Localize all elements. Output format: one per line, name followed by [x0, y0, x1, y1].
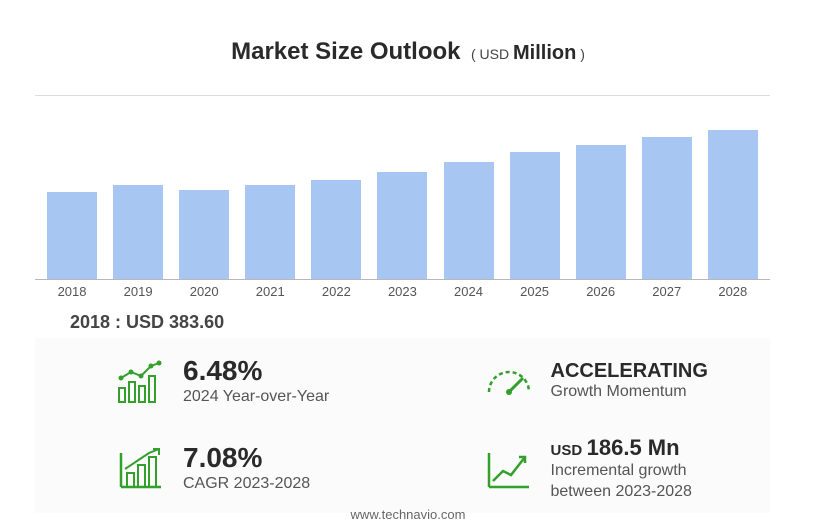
chart-x-label: 2027: [642, 284, 692, 299]
chart-bar: [311, 180, 361, 280]
chart-title-units: ( USD Million ): [471, 46, 585, 62]
title-million: Million: [513, 42, 576, 64]
metric-momentum-text: ACCELERATING Growth Momentum: [551, 360, 708, 403]
chart-x-label: 2025: [510, 284, 560, 299]
chart-x-label: 2024: [444, 284, 494, 299]
cagr-sub: CAGR 2023-2028: [183, 474, 310, 495]
incremental-value-row: USD 186.5 Mn: [551, 435, 692, 461]
baseline-value-text: 2018 : USD 383.60: [70, 312, 224, 333]
cagr-chart-icon: [115, 444, 165, 494]
chart-x-label: 2021: [245, 284, 295, 299]
chart-x-labels: 2018 2019 2020 2021 2022 2023 2024 2025 2026 2027…: [35, 284, 770, 299]
trend-arrow-icon: [483, 444, 533, 494]
chart-x-label: 2023: [377, 284, 427, 299]
metric-yoy: 6.48% 2024 Year-over-Year: [35, 338, 403, 426]
chart-bar: [444, 162, 494, 280]
metric-yoy-text: 6.48% 2024 Year-over-Year: [183, 356, 329, 408]
incremental-sub2: between 2023-2028: [551, 482, 692, 503]
metric-incremental-text: USD 186.5 Mn Incremental growth between …: [551, 435, 692, 503]
yoy-value: 6.48%: [183, 356, 329, 387]
chart-bar: [576, 145, 626, 280]
metric-momentum: ACCELERATING Growth Momentum: [403, 338, 771, 426]
chart-x-label: 2022: [311, 284, 361, 299]
yoy-sub: 2024 Year-over-Year: [183, 387, 329, 408]
chart-bar: [377, 172, 427, 280]
metric-cagr-text: 7.08% CAGR 2023-2028: [183, 443, 310, 495]
paren-close: ): [580, 46, 585, 62]
footer-source: www.technavio.com: [0, 507, 816, 522]
bar-chart: [35, 95, 770, 280]
chart-bar: [510, 152, 560, 280]
chart-bar: [642, 137, 692, 280]
chart-x-label: 2018: [47, 284, 97, 299]
paren-open: (: [471, 46, 476, 62]
gauge-icon: [483, 357, 533, 407]
chart-title-row: Market Size Outlook ( USD Million ): [0, 0, 816, 76]
chart-bar: [179, 190, 229, 280]
chart-bars: [35, 95, 770, 280]
incremental-prefix: USD: [551, 442, 583, 459]
metric-incremental: USD 186.5 Mn Incremental growth between …: [403, 426, 771, 514]
momentum-value: ACCELERATING: [551, 360, 708, 382]
chart-bar: [245, 185, 295, 280]
chart-x-label: 2026: [576, 284, 626, 299]
momentum-sub: Growth Momentum: [551, 382, 708, 403]
chart-bar: [47, 192, 97, 280]
chart-x-label: 2020: [179, 284, 229, 299]
title-usd: USD: [480, 46, 510, 62]
chart-bar: [113, 185, 163, 280]
chart-x-label: 2019: [113, 284, 163, 299]
metrics-panel: 6.48% 2024 Year-over-Year ACCELERATING G…: [35, 338, 770, 513]
chart-x-label: 2028: [708, 284, 758, 299]
incremental-sub1: Incremental growth: [551, 461, 692, 482]
metric-cagr: 7.08% CAGR 2023-2028: [35, 426, 403, 514]
chart-bar: [708, 130, 758, 280]
chart-title: Market Size Outlook: [231, 38, 460, 65]
chart-baseline: [35, 279, 770, 280]
growth-bars-icon: [115, 357, 165, 407]
incremental-value: 186.5 Mn: [587, 435, 680, 460]
cagr-value: 7.08%: [183, 443, 310, 474]
